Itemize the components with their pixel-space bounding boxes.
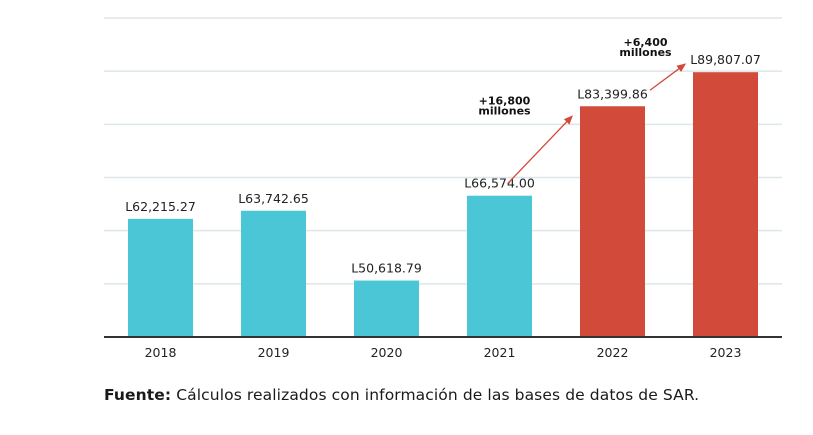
growth-arrow-2022 — [507, 115, 573, 185]
x-tick-2021: 2021 — [484, 345, 516, 360]
source-label: Fuente: — [104, 386, 172, 404]
x-tick-2018: 2018 — [145, 345, 177, 360]
bar-2020 — [354, 280, 419, 337]
x-tick-2019: 2019 — [258, 345, 290, 360]
bar-2019 — [241, 210, 306, 337]
value-label-2018: L62,215.27 — [125, 199, 196, 214]
bar-2023 — [693, 72, 758, 337]
value-label-2022: L83,399.86 — [577, 86, 648, 101]
bars — [128, 72, 758, 337]
annotation-unit-2023: millones — [619, 46, 672, 59]
x-tick-2022: 2022 — [597, 345, 629, 360]
value-label-2020: L50,618.79 — [351, 261, 422, 276]
value-labels: L62,215.27 L63,742.65 L50,618.79 L66,574.00… — [125, 52, 761, 275]
source-text: Cálculos realizados con información de l… — [171, 386, 700, 404]
bar-2018 — [128, 218, 193, 337]
x-axis-ticks: 2018 2019 2020 2021 2022 2023 — [145, 345, 742, 360]
value-label-2019: L63,742.65 — [238, 191, 309, 206]
source-note: Fuente: Cálculos realizados con informac… — [104, 386, 699, 404]
annotation-amount-2022: +16,800 — [479, 94, 531, 107]
bar-chart: L62,215.27 L63,742.65 L50,618.79 L66,574.00… — [104, 17, 782, 360]
value-label-2023: L89,807.07 — [690, 52, 761, 67]
x-tick-2020: 2020 — [371, 345, 403, 360]
value-label-2021: L66,574.00 — [464, 176, 535, 191]
annotation-amount-2023: +6,400 — [623, 36, 667, 49]
bar-2021 — [467, 195, 532, 337]
annotation-unit-2022: millones — [478, 104, 531, 117]
x-tick-2023: 2023 — [710, 345, 742, 360]
gridlines — [104, 17, 782, 285]
bar-2022 — [580, 106, 645, 337]
growth-arrow-2023 — [649, 63, 687, 91]
